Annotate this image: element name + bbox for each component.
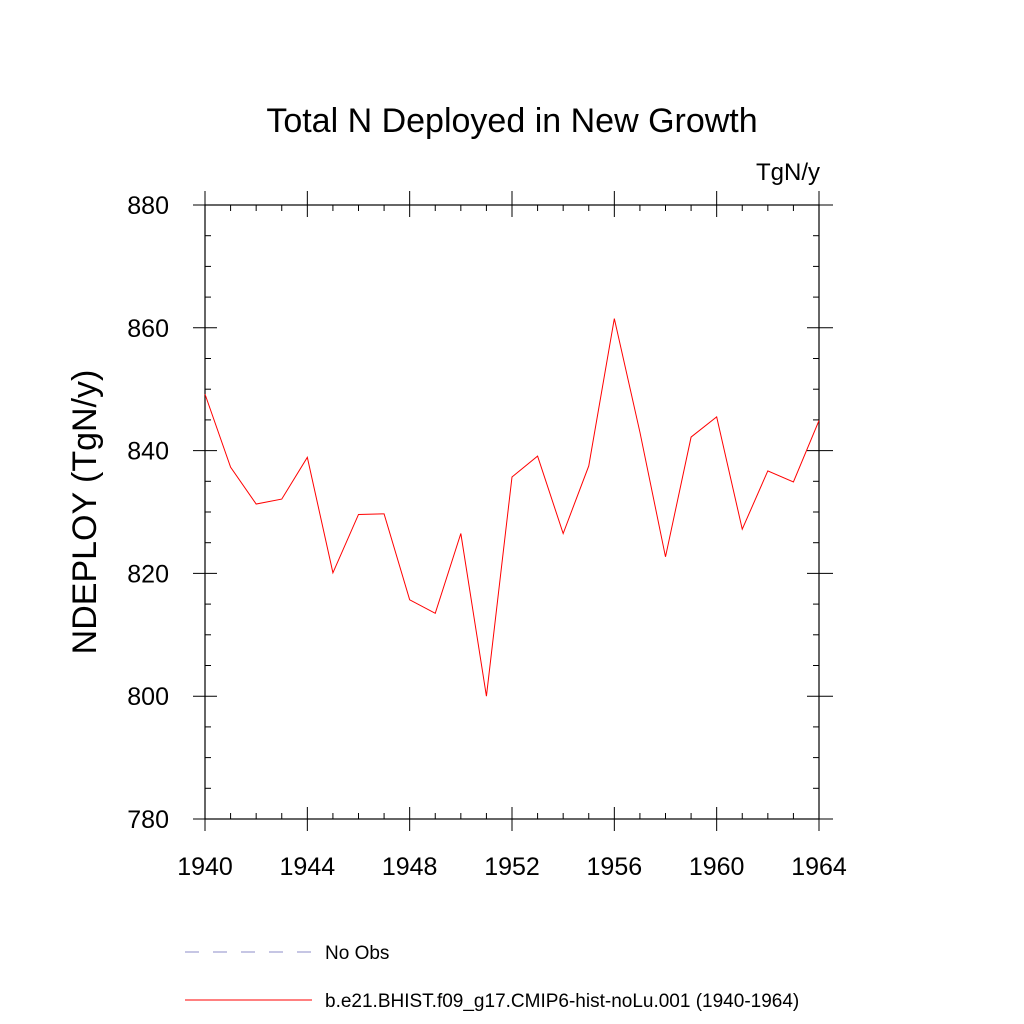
x-tick-label: 1956 (587, 853, 643, 881)
x-tick-label: 1964 (791, 853, 847, 881)
x-tick-label: 1952 (484, 853, 540, 881)
x-tick-label: 1960 (689, 853, 745, 881)
y-tick-label: 780 (127, 806, 169, 834)
y-tick-label: 860 (127, 315, 169, 343)
x-tick-label: 1948 (382, 853, 438, 881)
series-line-0 (204, 318, 820, 697)
plot-frame (204, 204, 820, 820)
x-tick-label: 1940 (177, 853, 233, 881)
chart-title: Total N Deployed in New Growth (266, 102, 757, 140)
y-tick-label: 880 (127, 192, 169, 220)
y-axis-label: NDEPLOY (TgN/y) (66, 370, 104, 655)
y-tick-label: 840 (127, 438, 169, 466)
legend-label-1: b.e21.BHIST.f09_g17.CMIP6-hist-noLu.001 … (325, 991, 799, 1012)
tick-labels: 1940 1944 1948 1952 1956 1960 1964 780 800 820 840… (127, 192, 847, 881)
series-group (204, 318, 820, 697)
y-tick-label: 820 (127, 560, 169, 588)
units-label: TgN/y (756, 159, 820, 186)
y-tick-label: 800 (127, 683, 169, 711)
x-tick-label: 1944 (280, 853, 336, 881)
legend: No Obs b.e21.BHIST.f09_g17.CMIP6-hist-noL… (185, 943, 799, 1012)
legend-label-0: No Obs (325, 943, 389, 964)
axis-ticks (193, 191, 833, 831)
